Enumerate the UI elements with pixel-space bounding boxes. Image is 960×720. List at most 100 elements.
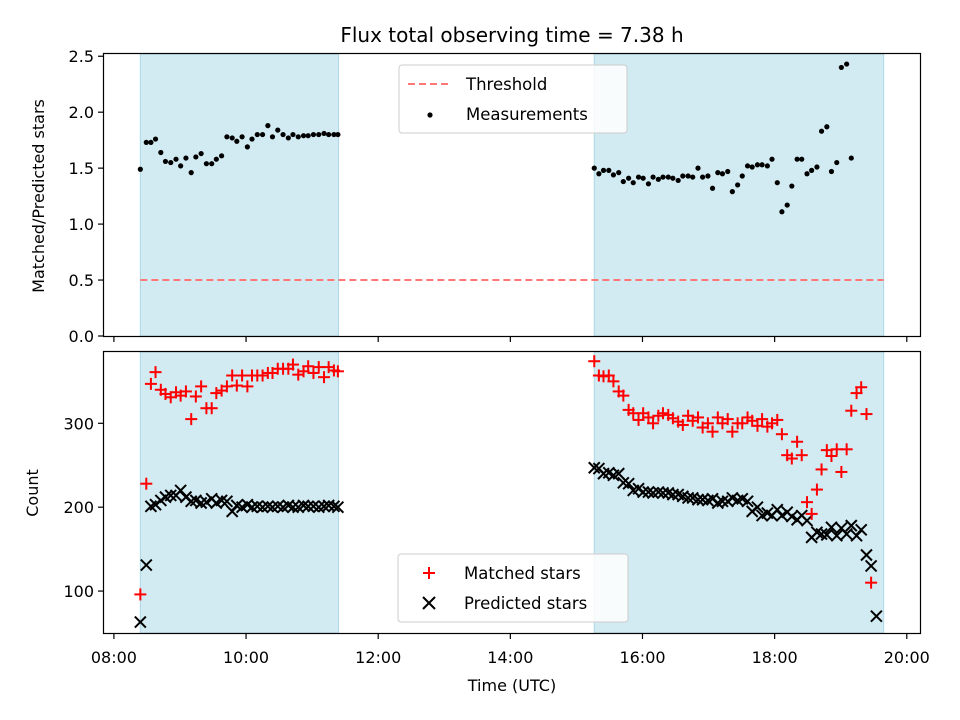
predicted-star-point: [286, 500, 300, 514]
legend-bottom: Matched stars Predicted stars: [397, 553, 629, 623]
matched-star-point: [195, 380, 208, 393]
measurement-point: [660, 174, 666, 180]
measurement-point: [729, 189, 735, 195]
measurement-point: [173, 156, 179, 162]
legend-predicted-label: Predicted stars: [464, 594, 587, 613]
x-tick-label: 08:00: [91, 648, 137, 667]
matched-star-point: [736, 417, 749, 430]
matched-star-point: [149, 366, 162, 379]
measurement-point: [244, 144, 250, 150]
matched-star-point: [701, 417, 714, 430]
measurement-point: [591, 165, 597, 171]
predicted-star-point: [691, 493, 705, 506]
predicted-star-point: [317, 500, 331, 513]
y-tick-label: 300: [63, 414, 94, 433]
measurement-point: [229, 135, 235, 141]
measurement-point: [295, 134, 301, 140]
measurement-point: [804, 171, 810, 177]
measurement-point: [779, 209, 785, 215]
measurement-point: [616, 170, 622, 176]
matched-star-point: [785, 452, 798, 465]
measurement-point: [254, 131, 260, 138]
matched-star-point: [134, 588, 147, 601]
measurement-point: [152, 136, 159, 142]
matched-star-point: [840, 443, 853, 456]
x-axis-ticks-bottom: 08:00 10:00 12:00 14:00 16:00 18:00 20:00: [91, 633, 930, 667]
x-tick-label: 12:00: [355, 648, 401, 667]
measurement-point: [326, 131, 332, 138]
y-tick-label: 0.5: [69, 271, 94, 290]
measurement-point: [799, 156, 805, 162]
measurement-point: [269, 134, 276, 140]
measurement-point: [158, 149, 164, 156]
measurement-point: [321, 130, 327, 137]
predicted-star-point: [840, 527, 853, 541]
measurement-point: [178, 163, 184, 169]
measurement-points: [137, 61, 854, 215]
predicted-star-point: [854, 523, 868, 537]
panel-ratio: 0.0 0.5 1.0 1.5 2.0 2.5 Matched/Predicted sta…: [29, 47, 922, 346]
x-tick-label: 18:00: [752, 648, 798, 667]
measurement-point: [635, 174, 642, 180]
predicted-star-point: [666, 488, 680, 501]
measurement-point: [193, 154, 199, 160]
measurement-point: [744, 163, 751, 169]
matched-star-point: [241, 380, 254, 393]
matched-star-point: [855, 381, 868, 394]
observing-interval: [593, 53, 885, 337]
x-tick-label: 10:00: [223, 648, 269, 667]
legend-threshold-label: Threshold: [465, 75, 547, 94]
measurement-point: [715, 170, 721, 176]
shaded-intervals-top: [139, 53, 885, 337]
measurement-point: [626, 175, 632, 181]
x-tick-label: 14:00: [487, 648, 533, 667]
measurement-point: [234, 138, 240, 144]
measurement-point: [759, 162, 765, 168]
measurement-point: [769, 156, 775, 162]
measurement-point: [285, 135, 291, 141]
measurement-point: [690, 174, 696, 180]
matched-star-point: [805, 507, 818, 520]
predicted-star-point: [185, 495, 198, 508]
measurement-point: [705, 173, 711, 179]
matched-star-point: [756, 413, 769, 426]
y-tick-label: 2.0: [69, 103, 94, 122]
measurement-point: [700, 174, 706, 180]
predicted-star-point: [327, 500, 341, 513]
measurement-point: [168, 159, 174, 166]
observing-interval: [139, 53, 340, 337]
measurement-point: [814, 164, 820, 170]
legend-frame-top: [398, 64, 628, 134]
matched-star-point: [617, 389, 630, 402]
matched-star-point: [865, 576, 878, 589]
matched-star-point: [860, 408, 873, 421]
measurement-point: [695, 165, 701, 171]
matched-star-point: [726, 425, 739, 438]
legend-matched-swatch: [423, 567, 435, 579]
matched-star-point: [825, 450, 838, 463]
x-axis-ticks-top: [113, 336, 908, 342]
measurement-point: [824, 124, 830, 130]
matched-star-point: [791, 435, 804, 448]
matched-star-point: [607, 375, 620, 388]
y-tick-label: 1.5: [69, 159, 94, 178]
predicted-star-point: [830, 529, 843, 542]
measurement-point: [249, 136, 255, 142]
measurement-point: [259, 131, 266, 138]
measurement-point: [848, 155, 854, 161]
legend-predicted-swatch: [422, 596, 436, 610]
matched-star-point: [164, 391, 177, 404]
measurement-point: [709, 185, 716, 191]
measurement-point: [764, 163, 770, 169]
measurement-point: [645, 181, 652, 187]
measurement-point: [838, 64, 844, 71]
measurement-point: [789, 183, 795, 189]
matched-star-point: [706, 425, 719, 438]
predicted-star-point: [845, 519, 858, 532]
measurement-point: [754, 162, 761, 168]
measurement-point: [600, 167, 607, 173]
matched-star-point: [189, 390, 202, 403]
matched-star-point: [331, 365, 344, 378]
predicted-star-point: [652, 485, 665, 499]
